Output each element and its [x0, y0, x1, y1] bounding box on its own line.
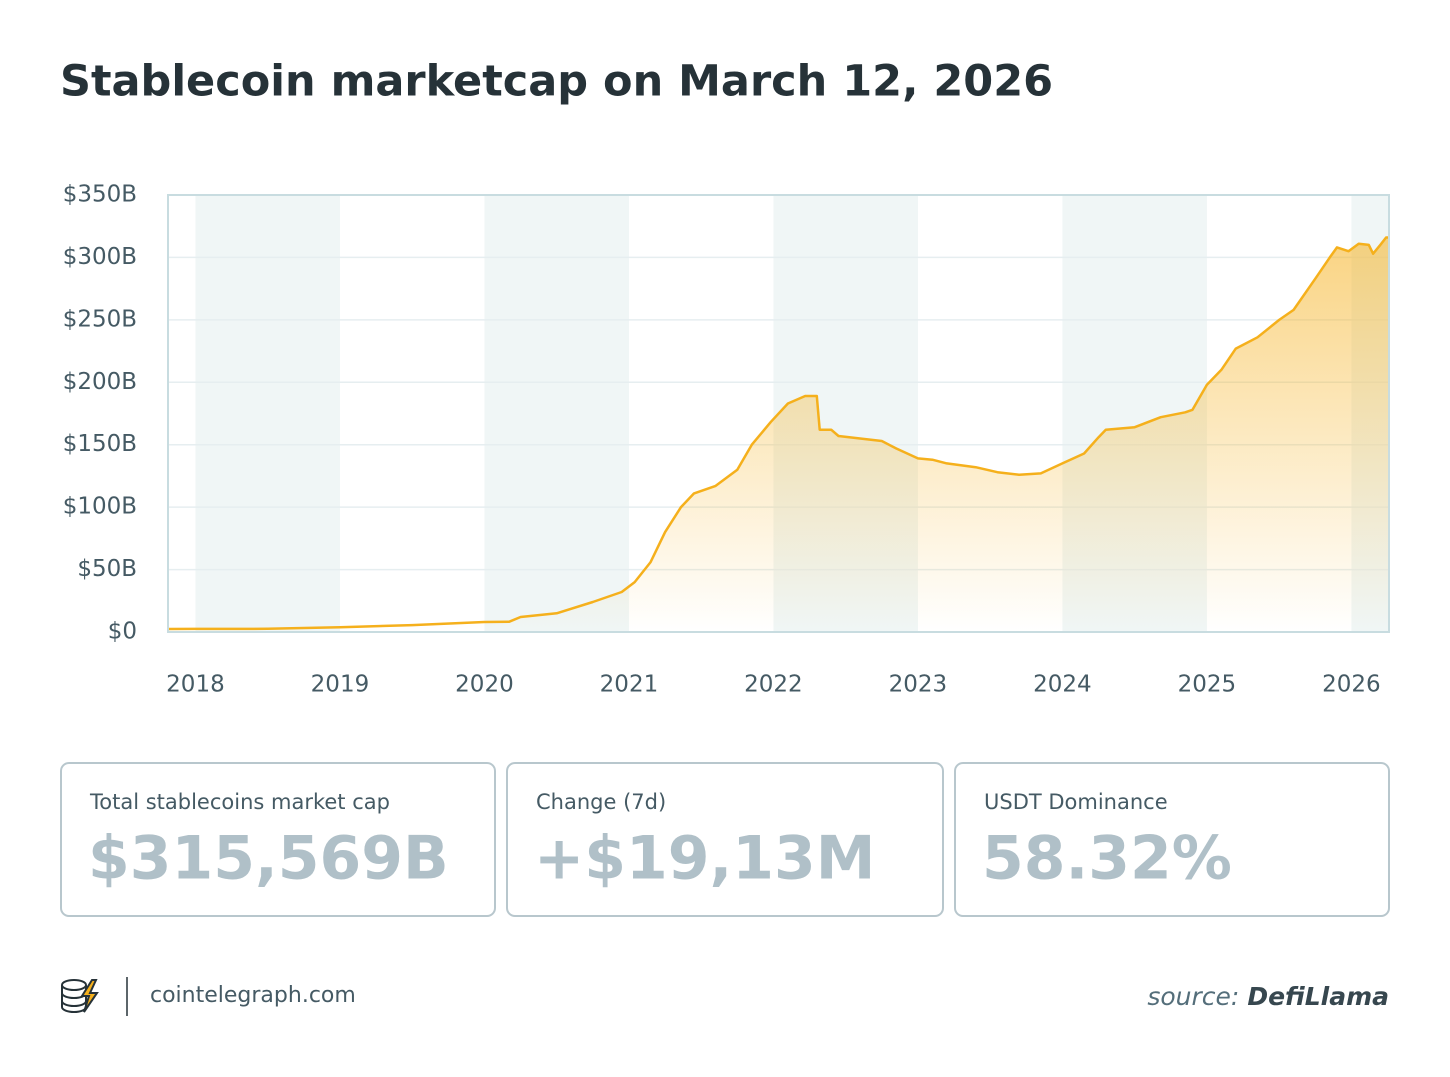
- x-tick-label: 2025: [1178, 672, 1237, 698]
- x-tick-label: 2021: [600, 672, 659, 698]
- footer-site: cointelegraph.com: [150, 983, 356, 1008]
- stat-card: [506, 762, 944, 917]
- x-tick-label: 2018: [166, 672, 225, 698]
- stat-value: 58.32%: [982, 824, 1232, 894]
- y-tick-label: $300B: [63, 244, 137, 270]
- y-tick-label: $0: [108, 619, 137, 645]
- x-tick-label: 2024: [1033, 672, 1092, 698]
- logo-bolt: [80, 979, 99, 1013]
- y-tick-label: $350B: [63, 182, 137, 208]
- line: [167, 236, 1389, 631]
- stat-label: Total stablecoins market cap: [89, 790, 390, 814]
- plot-frame: [167, 194, 1390, 633]
- year-band: [484, 195, 629, 632]
- stat-card: [954, 762, 1390, 917]
- y-tick-label: $100B: [63, 494, 137, 520]
- y-tick-label: $150B: [63, 431, 137, 457]
- stat-label: USDT Dominance: [984, 790, 1168, 814]
- logo-coin: [61, 979, 87, 991]
- x-tick-label: 2019: [311, 672, 370, 698]
- x-tick-label: 2026: [1322, 672, 1381, 698]
- footer-source: source: DefiLlama: [1147, 982, 1389, 1011]
- year-band: [195, 195, 340, 632]
- stat-value: $315,569B: [88, 824, 449, 894]
- stat-cards: Total stablecoins market cap $315,569B Cha…: [60, 762, 1390, 917]
- source-name: DefiLlama: [1247, 982, 1389, 1011]
- y-tick-label: $50B: [77, 556, 137, 582]
- area: [168, 237, 1389, 632]
- chart-title: Stablecoin marketcap on March 12, 2026: [60, 57, 1053, 107]
- plot: $0 $50B $100B $150B $200B $250B $300B $350B 2018…: [63, 182, 1390, 698]
- source-prefix: source:: [1147, 982, 1239, 1011]
- stat-label: Change (7d): [536, 790, 666, 814]
- y-tick-label: $200B: [63, 369, 137, 395]
- stat-value: +$19,13M: [534, 824, 876, 894]
- x-tick-label: 2023: [889, 672, 948, 698]
- stat-card: [60, 762, 496, 917]
- x-tick-label: 2022: [744, 672, 803, 698]
- x-tick-label: 2020: [455, 672, 514, 698]
- logo: [61, 979, 99, 1013]
- y-tick-label: $250B: [63, 306, 137, 332]
